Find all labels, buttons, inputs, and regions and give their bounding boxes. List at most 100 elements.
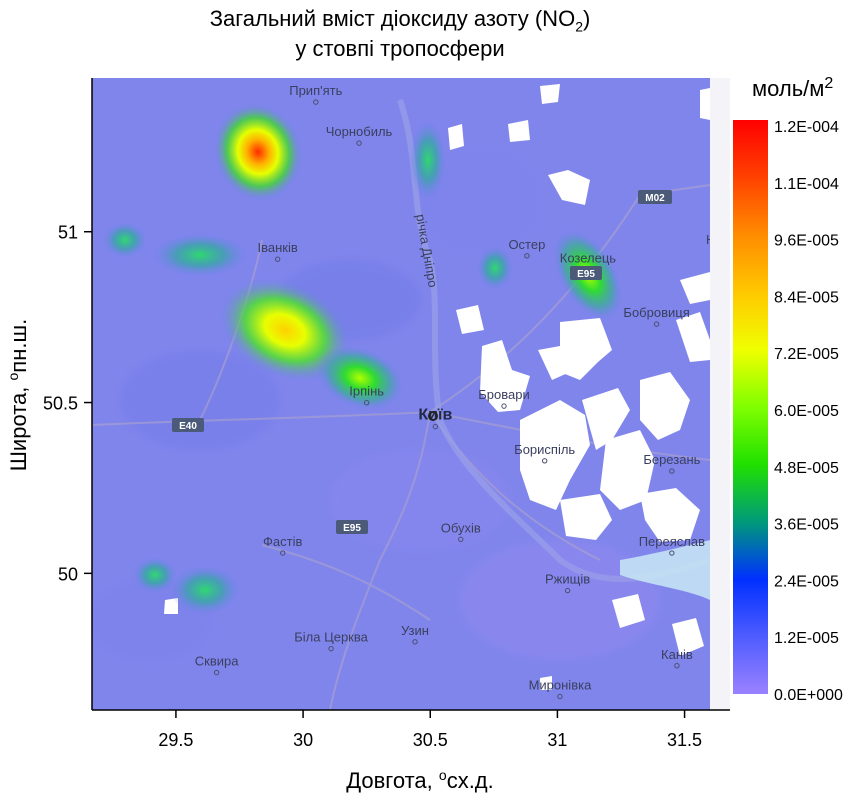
svg-text:M02: M02	[645, 193, 665, 204]
place-label: Бориспіль	[514, 442, 575, 457]
place-label: Богуслав	[499, 715, 554, 730]
place-label: Переяслав	[639, 534, 705, 549]
place-dot-icon	[412, 639, 418, 645]
colorbar-label: 1.1E-004	[774, 176, 839, 193]
colorbar: моль/м2 1.2E-004 1.1E-004 9.6E-005 8.4E-005…	[733, 75, 843, 704]
place-dot-icon	[653, 321, 660, 327]
place-labels: Прип'ять Чорнобиль Іванків Остер Козелець Боб…	[195, 83, 705, 736]
place-label: Київ	[418, 407, 452, 424]
svg-text:E95: E95	[577, 269, 595, 280]
road-badge-e95-north: E95	[570, 266, 602, 280]
place-dot-icon	[557, 693, 563, 700]
place-dot-icon	[280, 550, 286, 556]
place-dot-icon	[274, 256, 281, 262]
colorbar-label: 2.4E-005	[774, 573, 839, 590]
place-label-nos: Нос	[706, 232, 730, 247]
x-tick-label: 31	[547, 730, 567, 750]
place-dot-icon	[213, 669, 220, 676]
hotspot-south-west-2	[133, 557, 177, 593]
colorbar-label: 0.0E+000	[774, 687, 843, 704]
y-tick-label: 51	[58, 223, 78, 243]
dnipro-river	[397, 99, 710, 582]
place-dot-icon	[501, 403, 507, 409]
x-axis-title: Довгота, oсх.д.	[346, 767, 494, 793]
place-label: Прип'ять	[289, 83, 342, 98]
road-badge-m02: M02	[638, 190, 672, 204]
place-dot-icon	[564, 587, 571, 594]
colorbar-unit: моль/м2	[752, 75, 833, 102]
map-title-line2: у стовпі тропосфери	[295, 36, 505, 61]
place-dot-icon	[363, 400, 370, 406]
place-dot-icon	[524, 253, 530, 259]
place-label: Фастів	[263, 534, 302, 549]
x-tick-label: 30	[293, 730, 313, 750]
hotspot-far-west	[103, 222, 147, 258]
no2-hotspots	[103, 102, 623, 615]
hotspot-west	[218, 277, 352, 383]
place-label: Ржищів	[545, 572, 590, 587]
place-label: Канів	[661, 647, 693, 662]
place-dot-icon	[356, 140, 362, 146]
map-title-line1: Загальний вміст діоксиду азоту (NO2)	[209, 6, 591, 35]
place-label: Козелець	[560, 250, 617, 265]
colorbar-gradient	[733, 120, 768, 694]
colorbar-label: 3.6E-005	[774, 517, 839, 534]
colorbar-label: 4.8E-005	[774, 460, 839, 477]
place-label: Іванків	[258, 240, 298, 255]
place-dot-icon	[541, 458, 548, 464]
place-label: Біла Церква	[294, 630, 368, 645]
place-label: Бобровиця	[623, 305, 689, 320]
place-label: Обухів	[441, 520, 481, 535]
reservoir	[620, 540, 710, 600]
colorbar-labels: 1.2E-004 1.1E-004 9.6E-005 8.4E-005 7.2E-005…	[774, 119, 843, 704]
place-dot-icon	[674, 663, 680, 669]
kyiv-marker-icon	[428, 411, 438, 421]
hotspot-oster	[477, 246, 513, 290]
y-tick-label: 50	[58, 564, 78, 584]
hotspot-ivankiv	[152, 233, 248, 277]
colorbar-label: 9.6E-005	[774, 233, 839, 250]
hotspot-irpin	[316, 345, 404, 411]
place-dot-icon	[328, 645, 334, 652]
place-dot-icon	[669, 468, 675, 474]
road-badges: E40 E95 E95 M02	[172, 190, 672, 534]
hotspot-south-west	[170, 565, 240, 615]
place-label: Узин	[401, 623, 429, 638]
road-badge-e95-south: E95	[336, 520, 368, 534]
svg-text:E40: E40	[179, 421, 197, 432]
place-label: Сквира	[195, 654, 239, 669]
hotspot-north	[213, 102, 303, 202]
place-dot-icon	[313, 99, 319, 105]
colorbar-label: 1.2E-004	[774, 119, 839, 136]
y-axis: 51 50.5 50 Широта, oпн.ш.	[5, 78, 93, 710]
x-tick-label: 29.5	[158, 730, 193, 750]
place-label: Бровари	[478, 387, 529, 402]
colorbar-label: 8.4E-005	[774, 289, 839, 306]
x-tick-label: 30.5	[413, 730, 448, 750]
map-panel: Прип'ять Чорнобиль Іванків Остер Козелець Боб…	[92, 78, 730, 736]
svg-text:E95: E95	[343, 523, 361, 534]
x-ticks: 29.5 30 30.5 31 31.5	[158, 710, 702, 750]
place-label: Чорнобиль	[326, 124, 393, 139]
x-axis: 29.5 30 30.5 31 31.5 Довгота, oсх.д.	[92, 709, 730, 793]
place-dot-icon	[669, 550, 675, 556]
y-tick-label: 50.5	[43, 394, 78, 414]
place-label: Миронівка	[529, 678, 592, 693]
place-dot-icon	[458, 536, 464, 543]
map-margin-strip	[710, 78, 730, 710]
place-label: Остер	[508, 237, 545, 252]
colorbar-label: 7.2E-005	[774, 346, 839, 363]
place-label: Березань	[643, 452, 700, 467]
hotspot-dnipro	[410, 120, 446, 200]
y-ticks: 51 50.5 50	[43, 223, 92, 584]
place-dot-icon	[432, 423, 439, 430]
road-badge-e40: E40	[172, 418, 204, 432]
colorbar-label: 1.2E-005	[774, 630, 839, 647]
place-label: Ірпінь	[349, 384, 384, 399]
no-data-patches	[164, 84, 710, 690]
y-axis-title: Широта, oпн.ш.	[5, 319, 31, 471]
place-dot-icon	[525, 732, 529, 736]
colorbar-label: 6.0E-005	[774, 403, 839, 420]
x-tick-label: 31.5	[667, 730, 702, 750]
